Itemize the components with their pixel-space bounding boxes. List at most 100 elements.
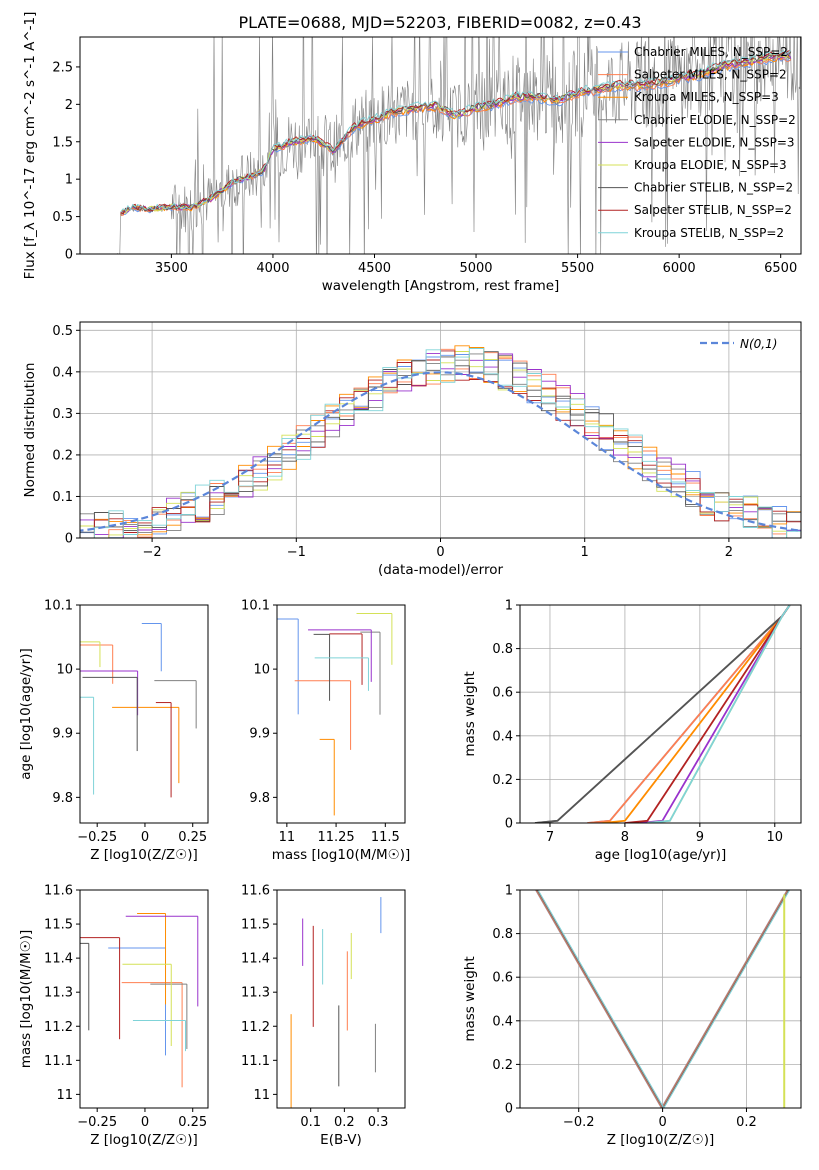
x-tick-label: 4000 [256, 261, 289, 276]
y-tick-label: 0.2 [52, 448, 73, 463]
weight-vs-age-panel: 7 8 9 10 0 0.2 0.4 0.6 0.8 1 age [log10(age/yr)] ma… [462, 599, 802, 863]
weight-z-line-7 [537, 890, 790, 1108]
y-tick-label: 11.4 [241, 952, 270, 967]
y-tick-label: 9.8 [249, 791, 270, 806]
x-tick-label: 0 [436, 545, 444, 560]
legend-entry-3: Chabrier ELODIE, N_SSP=2 [634, 113, 796, 127]
y-tick-label: 0.8 [492, 642, 513, 657]
y-tick-label: 0.1 [52, 490, 73, 505]
x-tick-label: 10 [766, 830, 783, 845]
plot-area [80, 913, 199, 1088]
age-vs-z-panel: −0.25 0 0.25 9.8 9.9 10 10.1 Z [log10(Z/Z☉)] age… [18, 599, 209, 863]
y-tick-label: 2.5 [52, 60, 73, 75]
y-axis-label: Normed distribution [22, 363, 38, 498]
legend-entry-8: Kroupa STELIB, N_SSP=2 [634, 226, 784, 240]
y-tick-label: 0 [65, 248, 73, 263]
x-tick-label: 3500 [155, 261, 188, 276]
y-tick-label: 0.3 [52, 407, 73, 422]
y-tick-label: 11.2 [241, 1020, 270, 1035]
x-axis-label: mass [log10(M/M☉)] [272, 847, 411, 863]
x-tick-label: 1 [581, 545, 589, 560]
x-tick-label: 0.1 [300, 1115, 321, 1130]
x-axis-label: age [log10(age/yr)] [595, 847, 727, 863]
x-tick-label: −1 [287, 545, 306, 560]
x-tick-label: 0 [658, 1115, 666, 1130]
plot-area [290, 897, 382, 1108]
y-tick-label: 11.3 [241, 986, 270, 1001]
weight-z-line-1 [535, 890, 789, 1108]
legend-entry-normal: N(0,1) [740, 337, 777, 351]
x-tick-label: 0.2 [334, 1115, 355, 1130]
model-line-4 [120, 52, 792, 215]
x-tick-label: 6500 [764, 261, 797, 276]
x-tick-label: 11.25 [317, 830, 354, 845]
y-tick-label: 0 [505, 817, 513, 832]
plot-area [535, 890, 791, 1108]
plot-area [277, 613, 393, 816]
age-vs-mass-panel: 11 11.25 11.5 9.8 9.9 10 10.1 mass [log10(M/M☉)… [241, 599, 410, 864]
x-axis-label: (data-model)/error [378, 562, 504, 578]
y-tick-label: 10 [253, 663, 270, 678]
y-tick-label: 0.8 [492, 927, 513, 942]
axes-frame [79, 889, 209, 1109]
x-tick-label: −0.25 [77, 830, 117, 845]
x-tick-label: 0 [141, 830, 149, 845]
y-tick-label: 1.5 [52, 135, 73, 150]
y-tick-label: 0.5 [52, 324, 73, 339]
y-tick-label: 9.9 [249, 727, 270, 742]
y-tick-label: 10.1 [44, 599, 73, 614]
axes-frame [276, 604, 406, 824]
y-tick-label: 11.5 [241, 918, 270, 933]
figure-title: PLATE=0688, MJD=52203, FIBERID=0082, z=0… [238, 13, 641, 32]
weight-age-line-6 [534, 605, 791, 823]
axes-frame [519, 604, 802, 824]
x-axis-label: Z [log10(Z/Z☉)] [90, 1132, 198, 1148]
legend-entry-5: Kroupa ELODIE, N_SSP=3 [634, 158, 787, 172]
y-tick-label: 11.3 [44, 986, 73, 1001]
y-axis-label: mass [log10(M/M☉)] [18, 930, 34, 1069]
y-tick-label: 0 [65, 532, 73, 547]
x-tick-label: 7 [546, 830, 554, 845]
y-tick-label: 1 [505, 884, 513, 899]
x-tick-label: 9 [696, 830, 704, 845]
y-tick-label: 11.1 [44, 1054, 73, 1069]
y-tick-label: 0.5 [52, 210, 73, 225]
x-axis-label: Z [log10(Z/Z☉)] [607, 1132, 715, 1148]
y-axis-label: mass weight [462, 956, 478, 1041]
y-tick-label: 11.6 [241, 884, 270, 899]
model-line-5 [120, 51, 792, 214]
weight-vs-z-panel: −0.2 0 0.2 0 0.2 0.4 0.6 0.8 1 Z [log10(Z/Z☉)] mas… [462, 884, 802, 1148]
legend-entry-1: Salpeter MILES, N_SSP=2 [634, 68, 787, 82]
weight-z-line-2 [535, 890, 789, 1108]
y-tick-label: 2 [65, 98, 73, 113]
residual-histogram-8 [80, 348, 801, 538]
legend-entry-2: Kroupa MILES, N_SSP=3 [634, 90, 779, 104]
plot-area [534, 605, 791, 823]
legend-entry-6: Chabrier STELIB, N_SSP=2 [634, 181, 793, 195]
y-tick-label: 0.6 [492, 686, 513, 701]
plot-area [116, 37, 801, 254]
x-tick-label: 2 [725, 545, 733, 560]
y-tick-label: 11.4 [44, 952, 73, 967]
plot-area [80, 623, 197, 798]
residuals-panel: −2 −1 0 1 2 0 0.1 0.2 0.3 0.4 0.5 (data-model)/erro… [22, 321, 802, 578]
spectrum-panel: 3500 4000 4500 5000 5500 6000 6500 0 0.5 1 1.5 2 2.5… [22, 12, 802, 294]
x-tick-label: −0.2 [563, 1115, 595, 1130]
y-tick-label: 0.6 [492, 971, 513, 986]
weight-z-line-8 [537, 890, 791, 1108]
y-tick-label: 0.2 [492, 1058, 513, 1073]
y-tick-label: 11.6 [44, 884, 73, 899]
weight-age-line-2 [602, 605, 791, 823]
y-tick-label: 11 [253, 1088, 270, 1103]
x-tick-label: −2 [143, 545, 162, 560]
axes-frame [276, 889, 406, 1109]
y-tick-label: 0 [505, 1102, 513, 1117]
legend-entry-7: Salpeter STELIB, N_SSP=2 [634, 203, 792, 217]
x-axis-label: E(B-V) [320, 1132, 362, 1148]
y-axis-label: Flux [f_λ 10^-17 erg cm^-2 s^-1 A^-1] [22, 12, 38, 280]
x-tick-label: 4500 [358, 261, 391, 276]
x-tick-label: −0.25 [77, 1115, 117, 1130]
axes-frame [79, 604, 209, 824]
legend-entry-0: Chabrier MILES, N_SSP=2 [634, 45, 788, 59]
